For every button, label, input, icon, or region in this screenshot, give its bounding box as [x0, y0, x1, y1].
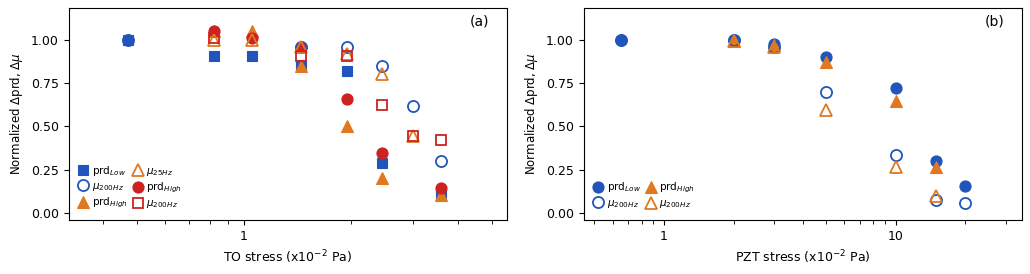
$\mu_{200Hz}$ — [436, 159, 448, 162]
$\mu_{200Hz}$ — [890, 165, 902, 169]
$\mu_{200Hz}$ — [376, 104, 388, 107]
prd$_{High}$ — [820, 61, 832, 64]
$\mu_{200Hz}$ — [930, 198, 942, 201]
prd$_{Low}$ — [820, 55, 832, 59]
prd$_{Low}$ — [727, 38, 740, 41]
prd$_{High}$ — [727, 40, 740, 43]
Line: prd$_{High}$: prd$_{High}$ — [208, 25, 447, 193]
$\mu_{200Hz}$ — [768, 46, 781, 49]
prd$_{High}$ — [296, 65, 308, 68]
$\mu_{200Hz}$ — [296, 46, 308, 49]
prd$_{High}$ — [245, 36, 258, 39]
$\mu_{200Hz}$ — [615, 38, 627, 41]
Line: $\mu_{25Hz}$: $\mu_{25Hz}$ — [208, 34, 419, 141]
Line: $\mu_{200Hz}$: $\mu_{200Hz}$ — [209, 33, 446, 145]
$\mu_{200Hz}$ — [341, 46, 353, 49]
prd$_{Low}$ — [341, 69, 353, 72]
$\mu_{200Hz}$ — [341, 54, 353, 58]
$\mu_{200Hz}$ — [959, 202, 971, 205]
Text: (a): (a) — [470, 15, 489, 29]
Legend: prd$_{Low}$, $\mu_{200Hz}$, prd$_{High}$, $\mu_{25Hz}$, prd$_{High}$, $\mu_{200H: prd$_{Low}$, $\mu_{200Hz}$, prd$_{High}$… — [74, 159, 186, 215]
Line: $\mu_{200Hz}$: $\mu_{200Hz}$ — [123, 34, 447, 166]
$\mu_{200Hz}$ — [376, 65, 388, 68]
$\mu_{25Hz}$ — [296, 46, 308, 49]
Legend: prd$_{Low}$, $\mu_{200Hz}$, prd$_{High}$, $\mu_{200Hz}$: prd$_{Low}$, $\mu_{200Hz}$, prd$_{High}$… — [589, 176, 699, 215]
prd$_{High}$ — [245, 29, 258, 33]
prd$_{High}$ — [376, 176, 388, 180]
Line: $\mu_{200Hz}$: $\mu_{200Hz}$ — [615, 34, 971, 209]
Y-axis label: Normalized $\Delta$prd, $\Delta\mu$: Normalized $\Delta$prd, $\Delta\mu$ — [523, 53, 541, 175]
Line: prd$_{High}$: prd$_{High}$ — [728, 36, 942, 172]
prd$_{Low}$ — [207, 54, 219, 58]
prd$_{High}$ — [768, 43, 781, 46]
prd$_{High}$ — [207, 29, 219, 33]
prd$_{Low}$ — [296, 63, 308, 66]
prd$_{Low}$ — [376, 162, 388, 165]
prd$_{High}$ — [436, 186, 448, 189]
$\mu_{200Hz}$ — [820, 108, 832, 111]
$\mu_{200Hz}$ — [890, 153, 902, 156]
X-axis label: TO stress (x10$^{-2}$ Pa): TO stress (x10$^{-2}$ Pa) — [224, 248, 352, 266]
$\mu_{200Hz}$ — [296, 54, 308, 58]
prd$_{Low}$ — [245, 54, 258, 58]
$\mu_{25Hz}$ — [245, 38, 258, 41]
prd$_{High}$ — [296, 46, 308, 49]
Line: $\mu_{200Hz}$: $\mu_{200Hz}$ — [728, 36, 942, 201]
$\mu_{200Hz}$ — [727, 40, 740, 43]
$\mu_{25Hz}$ — [376, 73, 388, 76]
prd$_{Low}$ — [615, 38, 627, 41]
$\mu_{200Hz}$ — [820, 90, 832, 93]
$\mu_{25Hz}$ — [341, 53, 353, 56]
Line: prd$_{High}$: prd$_{High}$ — [208, 25, 447, 200]
$\mu_{25Hz}$ — [207, 38, 219, 41]
prd$_{High}$ — [207, 29, 219, 33]
$\mu_{200Hz}$ — [727, 38, 740, 41]
$\mu_{25Hz}$ — [407, 134, 419, 137]
$\mu_{200Hz}$ — [122, 38, 134, 41]
Line: prd$_{Low}$: prd$_{Low}$ — [123, 35, 446, 199]
prd$_{Low}$ — [436, 193, 448, 196]
prd$_{High}$ — [436, 193, 448, 196]
prd$_{Low}$ — [930, 159, 942, 162]
$\mu_{200Hz}$ — [407, 134, 419, 137]
Y-axis label: Normalized $\Delta$prd, $\Delta\mu$: Normalized $\Delta$prd, $\Delta\mu$ — [8, 53, 26, 175]
prd$_{High}$ — [341, 98, 353, 101]
$\mu_{200Hz}$ — [436, 138, 448, 142]
prd$_{Low}$ — [768, 42, 781, 45]
Line: prd$_{Low}$: prd$_{Low}$ — [615, 34, 971, 192]
X-axis label: PZT stress (x10$^{-2}$ Pa): PZT stress (x10$^{-2}$ Pa) — [734, 248, 870, 266]
$\mu_{200Hz}$ — [207, 36, 219, 39]
$\mu_{200Hz}$ — [768, 46, 781, 49]
prd$_{High}$ — [376, 152, 388, 155]
prd$_{Low}$ — [122, 38, 134, 41]
Text: (b): (b) — [985, 15, 1004, 29]
prd$_{High}$ — [341, 125, 353, 128]
prd$_{High}$ — [890, 99, 902, 103]
$\mu_{200Hz}$ — [407, 105, 419, 108]
prd$_{Low}$ — [959, 184, 971, 188]
$\mu_{200Hz}$ — [930, 194, 942, 197]
prd$_{High}$ — [930, 165, 942, 169]
prd$_{Low}$ — [890, 86, 902, 90]
